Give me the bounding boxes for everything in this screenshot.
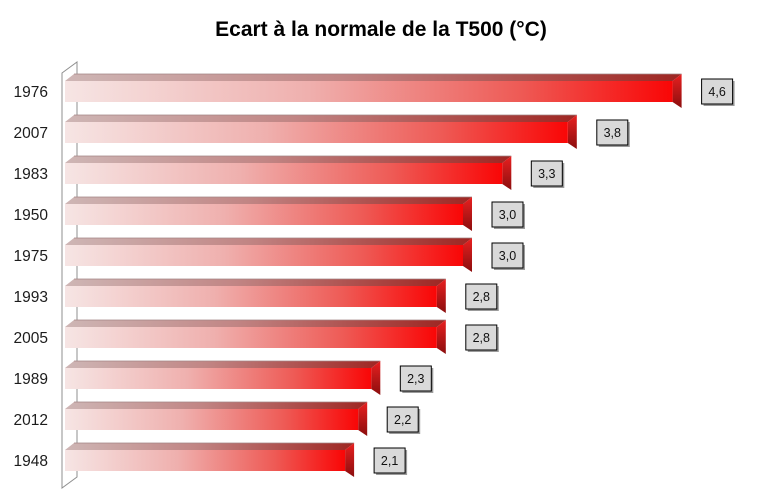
value-label: 2,3 bbox=[399, 365, 434, 393]
year-label: 1983 bbox=[14, 166, 48, 183]
value-label-box bbox=[596, 119, 629, 146]
bar-side-face bbox=[463, 238, 472, 272]
chart-title: Ecart à la normale de la T500 (°C) bbox=[215, 18, 547, 41]
bar-front-face bbox=[65, 368, 372, 389]
value-label: 3,0 bbox=[491, 242, 525, 270]
year-label: 1993 bbox=[14, 289, 48, 306]
bar-top-face bbox=[65, 115, 577, 122]
bar-group bbox=[65, 155, 512, 190]
value-label-box bbox=[465, 324, 498, 351]
value-label-box bbox=[465, 283, 498, 310]
bar-side-face bbox=[463, 197, 472, 231]
value-label-box bbox=[491, 242, 524, 269]
value-label: 3,0 bbox=[491, 201, 525, 229]
bar-side-face bbox=[358, 402, 368, 436]
bar-top-face bbox=[65, 238, 472, 245]
bar-group bbox=[65, 114, 577, 149]
value-label-text: 3,0 bbox=[499, 208, 516, 222]
bar-side-face bbox=[371, 361, 381, 395]
value-label-text: 2,3 bbox=[407, 372, 424, 386]
bar-side-face bbox=[502, 156, 512, 190]
bar-group bbox=[65, 73, 682, 108]
value-label-text: 3,8 bbox=[604, 126, 621, 140]
value-label-box bbox=[399, 365, 432, 392]
bar-front-face bbox=[65, 163, 503, 184]
year-label: 1975 bbox=[14, 248, 48, 265]
year-label: 2005 bbox=[14, 330, 48, 347]
value-label-text: 4,6 bbox=[708, 85, 725, 99]
bar-top-face bbox=[65, 320, 446, 327]
value-label: 4,6 bbox=[701, 78, 735, 106]
bar-group bbox=[65, 442, 355, 477]
value-label-text: 2,1 bbox=[381, 454, 398, 468]
bar-top-face bbox=[65, 279, 446, 286]
bar-top-face bbox=[65, 197, 472, 204]
value-label: 2,8 bbox=[465, 283, 499, 311]
year-label: 1950 bbox=[14, 207, 49, 224]
bar-top-face bbox=[65, 443, 355, 450]
value-label-box bbox=[530, 160, 563, 187]
value-label: 2,1 bbox=[373, 447, 408, 475]
bar-top-face bbox=[65, 361, 381, 368]
value-label-text: 2,2 bbox=[394, 413, 411, 427]
bar-front-face bbox=[65, 286, 437, 307]
bar-group bbox=[65, 360, 381, 395]
value-label-text: 3,0 bbox=[499, 249, 516, 263]
value-label: 2,2 bbox=[386, 406, 421, 434]
value-label-text: 2,8 bbox=[473, 331, 490, 345]
bar-side-face bbox=[567, 115, 577, 149]
value-label-box bbox=[701, 78, 734, 105]
bar-front-face bbox=[65, 327, 437, 348]
bar-side-face bbox=[436, 320, 446, 354]
value-label-text: 2,8 bbox=[473, 290, 490, 304]
bar-top-face bbox=[65, 402, 368, 409]
bar-front-face bbox=[65, 245, 463, 266]
bar-front-face bbox=[65, 122, 568, 143]
bar-side-face bbox=[345, 443, 355, 477]
value-label: 2,8 bbox=[465, 324, 499, 352]
value-label-box bbox=[386, 406, 419, 433]
value-label-box bbox=[491, 201, 524, 228]
year-label: 2007 bbox=[14, 125, 48, 142]
bar-top-face bbox=[65, 156, 512, 163]
bar-side-face bbox=[672, 74, 682, 108]
value-label: 3,3 bbox=[530, 160, 565, 188]
year-label: 2012 bbox=[14, 412, 48, 429]
bar-front-face bbox=[65, 81, 673, 102]
value-label-box bbox=[373, 447, 406, 474]
value-label: 3,8 bbox=[596, 119, 630, 147]
bar-side-face bbox=[436, 279, 446, 313]
bar-group bbox=[65, 401, 368, 436]
bar-group bbox=[65, 237, 472, 272]
bar-top-face bbox=[65, 74, 682, 81]
value-label-text: 3,3 bbox=[538, 167, 555, 181]
year-label: 1989 bbox=[14, 371, 48, 388]
bar-front-face bbox=[65, 409, 359, 430]
bar-front-face bbox=[65, 450, 346, 471]
year-label: 1976 bbox=[14, 84, 48, 101]
plot-area: 1976 4,6 2007 3,8 1983 3,3 1950 3,0 1975 3,0 1993 2… bbox=[14, 61, 735, 489]
bar-group bbox=[65, 196, 472, 231]
bar-front-face bbox=[65, 204, 463, 225]
bar-group bbox=[65, 278, 446, 313]
year-label: 1948 bbox=[14, 453, 48, 470]
bar-group bbox=[65, 319, 446, 354]
